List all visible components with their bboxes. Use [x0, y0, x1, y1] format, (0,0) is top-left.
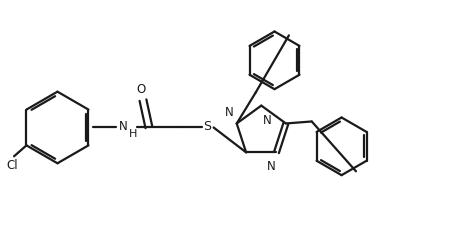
- Text: S: S: [203, 121, 212, 134]
- Text: H: H: [129, 129, 137, 139]
- Text: N: N: [119, 121, 128, 134]
- Text: N: N: [267, 160, 276, 173]
- Text: Cl: Cl: [7, 159, 19, 172]
- Text: N: N: [225, 106, 233, 119]
- Text: O: O: [137, 83, 146, 96]
- Text: N: N: [263, 113, 272, 127]
